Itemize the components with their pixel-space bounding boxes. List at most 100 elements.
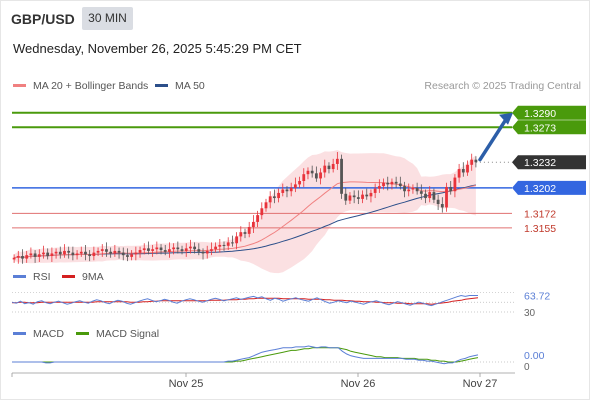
candle-body [218,244,222,247]
legend-macd-signal-label: MACD Signal [96,328,160,340]
macd-swatch [13,331,26,335]
candle-body [63,250,66,255]
candle-body [54,251,58,254]
candle-body [88,254,92,257]
candle-body [235,236,239,244]
candle-body [113,250,117,254]
rsi-swatch [13,274,26,278]
macd-signal-swatch [76,331,89,335]
candle-body [16,256,20,258]
candle-body [268,196,272,203]
candle-body [474,159,478,163]
chart-header: GBP/USD 30 MIN [0,0,590,36]
rsi-tick-label: 30 [524,308,536,319]
timeframe-button[interactable]: 30 MIN [82,7,133,30]
candle-body [314,173,318,179]
forecast-arrow-shaft [478,116,509,162]
candle-body [369,192,373,197]
candle-body [50,253,54,257]
macd-line [12,345,479,365]
ma20-line [14,181,477,259]
candle-body [75,253,79,256]
legend-ma50-label: MA 50 [175,80,205,92]
candle-body [407,189,411,192]
legend-rsi: RSI [13,271,51,283]
level-label-1.3273: 1.3273 [524,122,556,134]
candle-body [348,195,352,201]
legend-ma20: MA 20 + Bollinger Bands [13,80,148,92]
candle-body [193,246,197,250]
candle-body [189,246,192,249]
candle-body [356,197,360,199]
candle-body [445,186,448,208]
candle-body [159,247,163,251]
candle-body [432,192,436,200]
candle-body [126,255,129,257]
candle-body [197,249,201,252]
macd-value-label: 0.00 [524,350,545,362]
level-label-bg-1.3273 [512,120,586,135]
legend-macd-signal: MACD Signal [76,328,159,340]
candle-body [247,227,251,234]
candle-body [58,251,62,255]
candle-body [386,182,390,185]
candle-body [453,177,457,192]
candle-body [84,251,87,255]
candle-body [277,192,280,199]
x-tick-label: Nov 27 [463,378,498,390]
candle-body [331,163,335,170]
candle-body [71,252,75,256]
candle-body [251,221,255,228]
candle-body [138,250,142,253]
candle-body [29,253,33,256]
candle-body [390,181,394,185]
candle-body [37,254,41,257]
level-label-1.3202: 1.3202 [524,183,556,195]
candle-body [352,195,356,198]
candle-body [21,256,24,259]
candle-body [289,187,293,192]
candle-body [42,252,45,255]
candle-body [440,204,444,208]
rsi-ma-swatch [62,274,75,278]
candle-body [79,251,83,254]
candle-body [151,249,155,251]
legend-rsi-label: RSI [33,271,51,283]
candle-body [428,192,432,199]
candle-body [323,165,327,173]
candle-body [155,247,159,250]
candle-body [335,158,339,164]
candle-body [256,215,259,222]
legend-rsi-ma: 9MA [62,271,104,283]
candle-body [319,172,322,179]
candle-body [394,181,398,184]
rsi-line [11,294,478,307]
candle-body [243,232,247,234]
candle-body [281,189,285,193]
candle-body [222,244,226,246]
legend-ma20-label: MA 20 + Bollinger Bands [33,80,149,92]
level-label-bg-1.3202 [512,180,586,195]
datetime-label: Wednesday, November 26, 2025 5:45:29 PM … [13,41,302,56]
candle-body [436,199,440,205]
candle-body [377,186,381,189]
candle-body [424,193,427,199]
candle-body [457,169,461,178]
candle-body [231,242,234,244]
rsi-value-label: 63.72 [524,291,550,303]
level-label-bg-1.3232 [512,155,586,170]
candle-body [142,248,146,251]
candle-body [239,232,243,237]
candle-body [285,189,289,192]
legend-rsi-ma-label: 9MA [82,271,104,283]
forecast-arrow-head [499,112,513,125]
candle-body [365,194,369,197]
candle-body [92,252,96,257]
candle-body [130,254,134,257]
candle-body [147,248,150,251]
bollinger-band-area [14,150,476,274]
candle-body [461,169,465,173]
candle-body [109,251,113,254]
x-tick-label: Nov 26 [341,378,376,390]
